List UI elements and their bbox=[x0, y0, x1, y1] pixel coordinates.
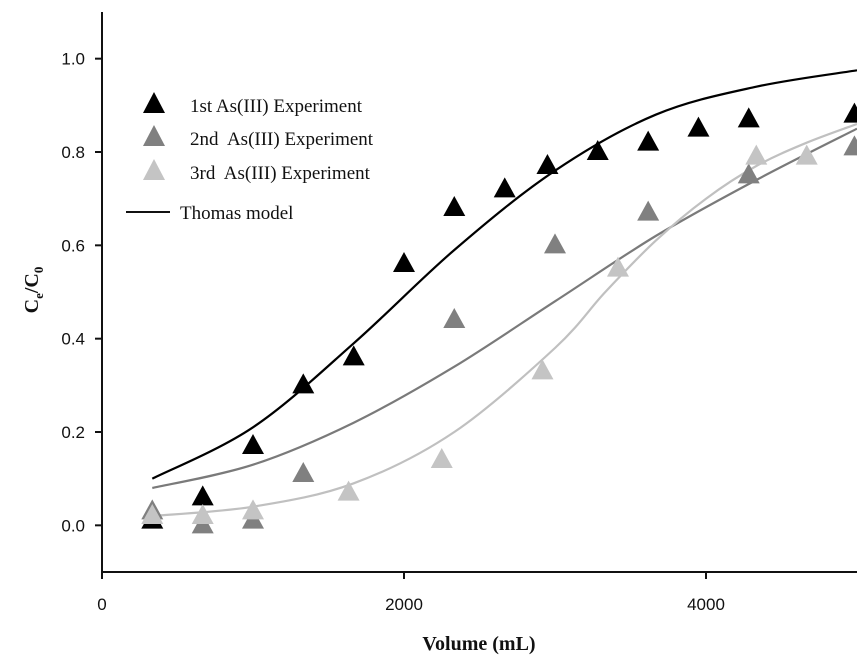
legend-marker-1st bbox=[143, 92, 165, 113]
series-1-point bbox=[586, 140, 609, 160]
y-axis-title: Ce/C0 bbox=[21, 267, 46, 314]
series-3-point bbox=[531, 359, 554, 380]
series-3-point bbox=[141, 504, 164, 524]
x-tick-label: 2000 bbox=[385, 595, 423, 614]
series-3-point bbox=[430, 448, 453, 468]
series-2-point bbox=[544, 233, 566, 254]
series-1-point bbox=[737, 107, 760, 128]
series-2-point bbox=[737, 163, 760, 184]
model-curves bbox=[151, 69, 857, 518]
series-1-point bbox=[843, 102, 857, 123]
legend: 1st As(III) Experiment 2nd As(III) Exper… bbox=[126, 92, 374, 224]
y-tick-label: 0.4 bbox=[61, 330, 85, 349]
series-1-point bbox=[191, 485, 214, 506]
series-2-point bbox=[292, 462, 315, 482]
x-tick-label: 4000 bbox=[687, 595, 725, 614]
series-3-point bbox=[795, 144, 818, 165]
legend-marker-3rd bbox=[143, 159, 165, 180]
legend-label-model: Thomas model bbox=[180, 203, 293, 224]
ticks: 0.0 0.2 0.4 0.6 0.8 1.0 0 2000 4000 bbox=[61, 50, 725, 614]
legend-label-2nd: 2nd As(III) Experiment bbox=[190, 129, 374, 150]
series-2-point bbox=[843, 135, 857, 156]
series-1-point bbox=[637, 130, 660, 151]
series-2-point bbox=[443, 308, 466, 328]
series-1-point bbox=[493, 177, 516, 198]
series-1-point bbox=[536, 154, 559, 174]
legend-marker-2nd bbox=[143, 125, 165, 146]
thomas-curve-2 bbox=[152, 127, 857, 490]
series-3-point bbox=[191, 504, 214, 524]
series-3-point bbox=[337, 480, 360, 501]
series-1-point bbox=[393, 252, 415, 272]
data-points bbox=[141, 102, 857, 534]
legend-label-1st: 1st As(III) Experiment bbox=[190, 96, 363, 117]
series-1-point bbox=[292, 373, 315, 394]
y-tick-label: 0.0 bbox=[61, 516, 85, 535]
thomas-curve-1 bbox=[151, 69, 857, 480]
axes bbox=[101, 12, 857, 573]
thomas-curve-3 bbox=[152, 122, 857, 518]
series-1-point bbox=[342, 345, 365, 366]
series-1-point bbox=[242, 434, 264, 454]
series-3-point bbox=[606, 256, 629, 277]
series-3-point bbox=[242, 499, 264, 520]
x-axis-title: Volume (mL) bbox=[422, 633, 535, 655]
series-3-point bbox=[745, 144, 768, 165]
y-tick-label: 1.0 bbox=[61, 50, 85, 69]
x-tick-label: 0 bbox=[97, 595, 106, 614]
legend-label-3rd: 3rd As(III) Experiment bbox=[190, 163, 371, 184]
series-1-point bbox=[687, 116, 710, 137]
series-2-point bbox=[637, 200, 660, 221]
y-tick-label: 0.6 bbox=[61, 236, 85, 255]
series-1-point bbox=[443, 196, 466, 216]
y-tick-label: 0.2 bbox=[61, 423, 85, 442]
y-tick-label: 0.8 bbox=[61, 143, 85, 162]
